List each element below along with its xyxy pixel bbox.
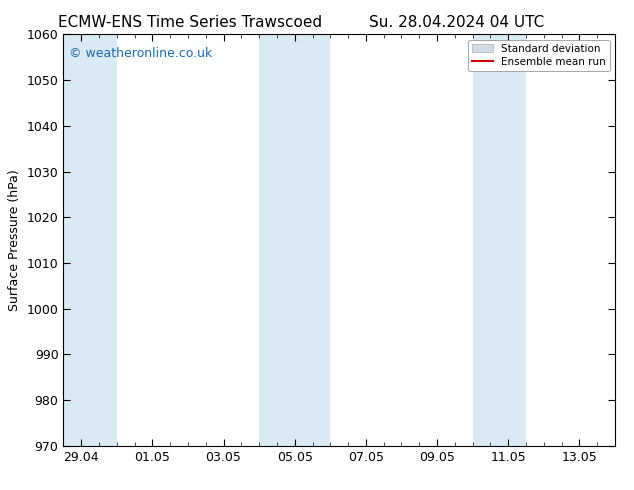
Bar [63, 34, 117, 446]
Bar [472, 34, 526, 446]
Text: Su. 28.04.2024 04 UTC: Su. 28.04.2024 04 UTC [369, 15, 544, 30]
Bar [259, 34, 330, 446]
Text: © weatheronline.co.uk: © weatheronline.co.uk [69, 47, 212, 60]
Legend: Standard deviation, Ensemble mean run: Standard deviation, Ensemble mean run [467, 40, 610, 71]
Y-axis label: Surface Pressure (hPa): Surface Pressure (hPa) [8, 169, 21, 311]
Text: ECMW-ENS Time Series Trawscoed: ECMW-ENS Time Series Trawscoed [58, 15, 322, 30]
